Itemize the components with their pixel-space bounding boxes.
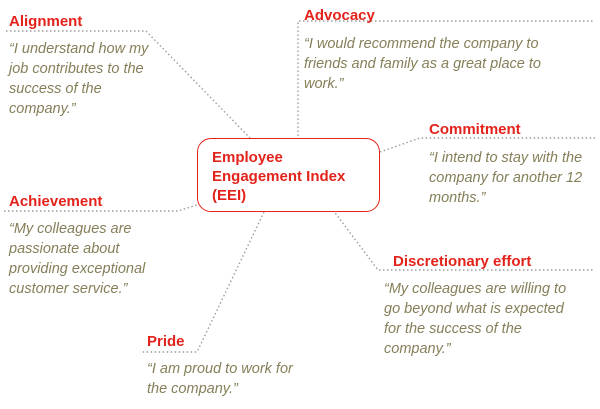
node-quote-discretionary: “My colleagues are willing to go beyond …: [384, 281, 567, 357]
node-quote-achievement: “My colleagues are passionate about prov…: [9, 221, 146, 297]
node-title-commitment: Commitment: [429, 121, 521, 138]
node-title-pride: Pride: [147, 333, 185, 350]
node-title-discretionary: Discretionary effort: [393, 253, 532, 270]
center-box: [197, 138, 380, 212]
node-title-advocacy: Advocacy: [304, 7, 375, 24]
connector-discretionary: [332, 209, 595, 271]
node-title-alignment: Alignment: [9, 13, 83, 30]
node-quote-pride: “I am proud to work for the company.”: [147, 361, 293, 397]
node-quote-alignment: “I understand how my job contributes to …: [9, 41, 149, 117]
connector-advocacy: [297, 20, 595, 140]
center-label: Employee Engagement Index (EEI): [212, 149, 346, 204]
connector-pride: [140, 211, 265, 353]
connector-achievement: [4, 203, 201, 212]
node-title-achievement: Achievement: [9, 193, 103, 210]
node-quote-advocacy: “I would recommend the company to friend…: [304, 36, 541, 92]
connector-alignment: [6, 30, 251, 139]
node-quote-commitment: “I intend to stay with the company for a…: [429, 150, 583, 206]
